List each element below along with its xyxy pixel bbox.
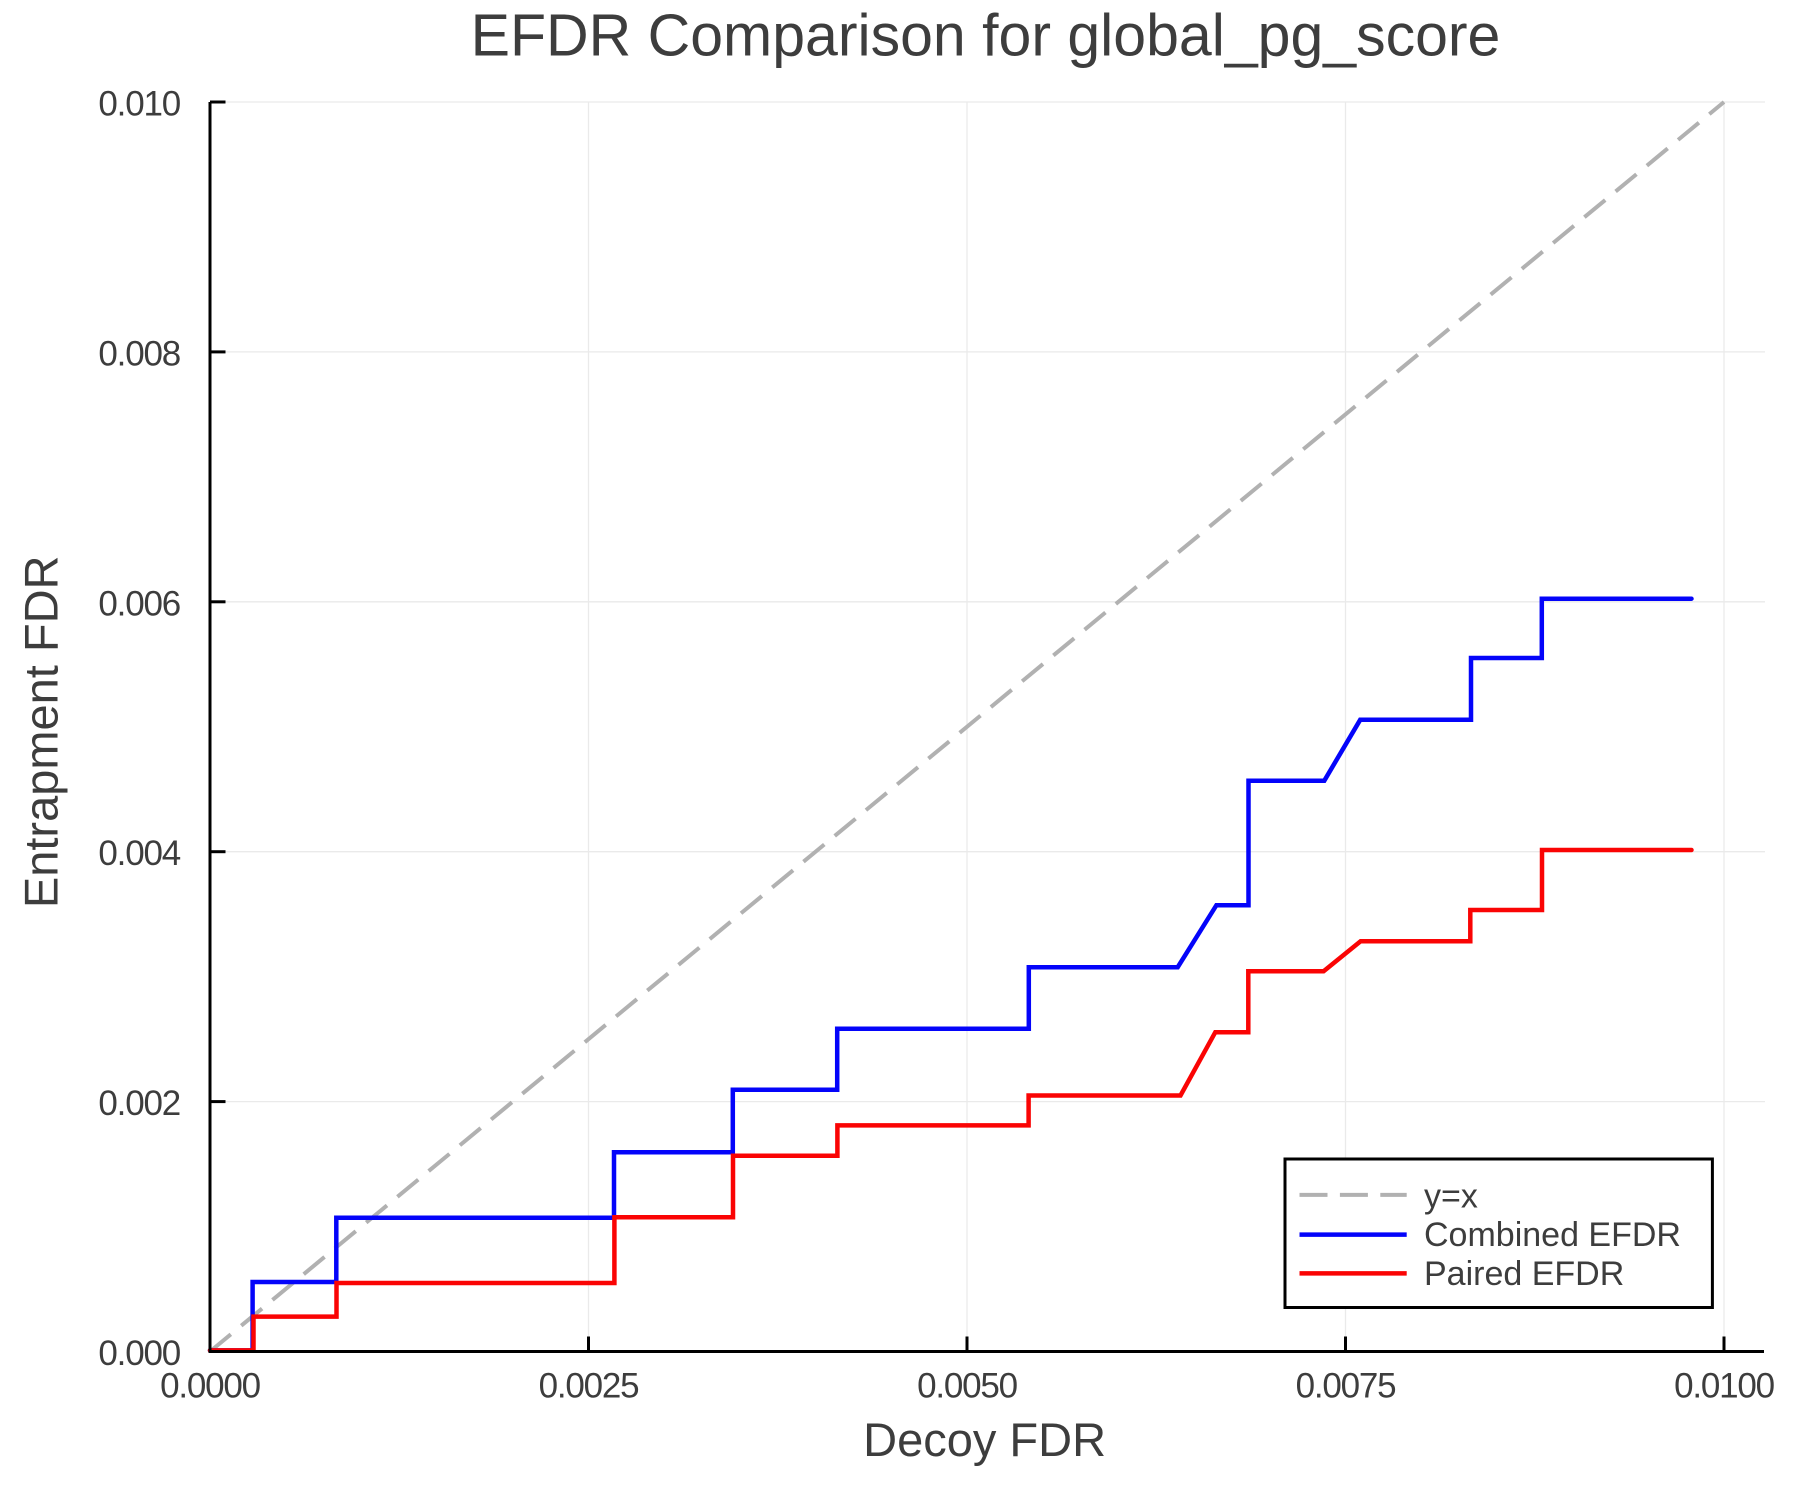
svg-text:0.004: 0.004 [98, 834, 180, 873]
svg-text:0.000: 0.000 [98, 1334, 180, 1373]
svg-text:Entrapment FDR: Entrapment FDR [15, 555, 68, 908]
svg-text:0.002: 0.002 [98, 1084, 180, 1123]
svg-text:0.0000: 0.0000 [160, 1367, 261, 1406]
svg-text:Decoy FDR: Decoy FDR [863, 1413, 1106, 1466]
svg-text:Paired EFDR: Paired EFDR [1424, 1255, 1624, 1293]
svg-text:Combined EFDR: Combined EFDR [1424, 1216, 1681, 1254]
svg-text:0.010: 0.010 [98, 85, 180, 124]
svg-text:0.0100: 0.0100 [1674, 1367, 1775, 1406]
svg-text:0.0050: 0.0050 [917, 1367, 1018, 1406]
svg-text:0.0075: 0.0075 [1296, 1367, 1396, 1406]
svg-text:0.008: 0.008 [98, 334, 180, 373]
svg-text:0.006: 0.006 [98, 584, 180, 623]
svg-text:y=x: y=x [1424, 1178, 1478, 1216]
svg-text:0.0025: 0.0025 [539, 1367, 639, 1406]
svg-text:EFDR Comparison for global_pg_: EFDR Comparison for global_pg_score [471, 3, 1501, 69]
